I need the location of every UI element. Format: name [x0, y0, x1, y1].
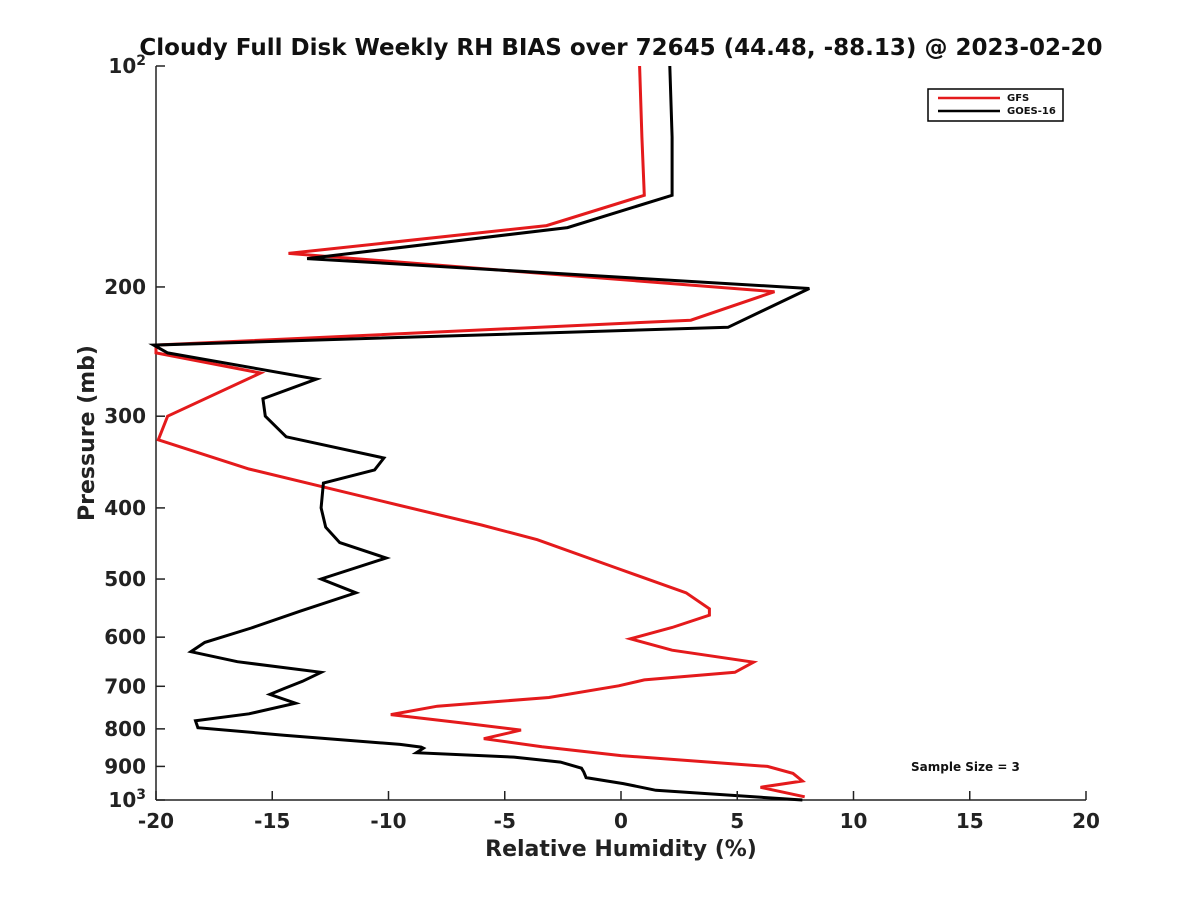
x-tick-label: 10 — [840, 809, 868, 833]
chart-title: Cloudy Full Disk Weekly RH BIAS over 726… — [139, 35, 1102, 61]
y-tick-label: 400 — [104, 496, 146, 520]
y-tick-label: 500 — [104, 567, 146, 591]
y-tick-label: 700 — [104, 674, 146, 698]
x-tick-label: -20 — [138, 809, 174, 833]
legend-box — [927, 88, 1064, 122]
y-tick-label: 102 — [108, 53, 146, 78]
y-tick-label: 600 — [104, 625, 146, 649]
tick-layer: -20 -15 -10 -5 0 5 10 15 20 102 200 300 400 500 600 700… — [104, 53, 1100, 833]
y-tick-label: 300 — [104, 404, 146, 428]
legend: GFS GOES-16 — [927, 88, 1064, 122]
x-tick-label: 5 — [730, 809, 744, 833]
x-tick-label: -15 — [254, 809, 290, 833]
y-tick-label: 900 — [104, 754, 146, 778]
x-tick-label: -10 — [370, 809, 406, 833]
x-tick-label: -5 — [494, 809, 516, 833]
x-axis-label: Relative Humidity (%) — [485, 837, 757, 862]
y-axis-label: Pressure (mb) — [75, 345, 100, 521]
legend-label-goes16: GOES-16 — [1007, 106, 1056, 117]
x-tick-label: 0 — [614, 809, 628, 833]
series-line-goes16 — [148, 65, 810, 802]
x-tick-label: 15 — [956, 809, 984, 833]
series-line-gfs — [154, 65, 806, 799]
legend-label-gfs: GFS — [1007, 93, 1029, 104]
y-tick-label: 800 — [104, 717, 146, 741]
plot-area — [155, 66, 1086, 801]
y-tick-label: 200 — [104, 275, 146, 299]
sample-size-annotation: Sample Size = 3 — [911, 760, 1020, 774]
series-layer — [148, 65, 810, 802]
x-tick-label: 20 — [1072, 809, 1100, 833]
